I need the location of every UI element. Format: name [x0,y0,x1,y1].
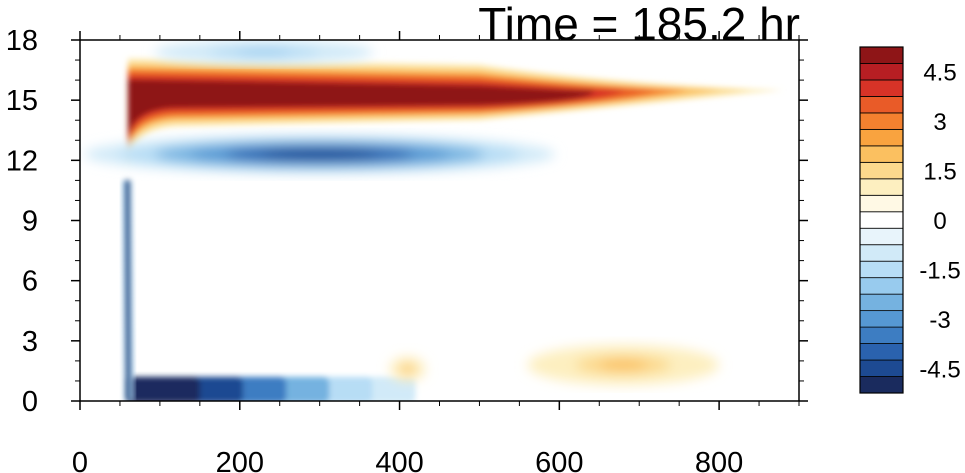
colorbar-frame [859,46,904,394]
colorbar-label: 3 [933,109,946,136]
colorbar-box [859,260,904,279]
y-axis: 0 3 6 9 12 15 18 [6,25,808,418]
colorbar-box [859,310,904,328]
colorbar-box [859,359,904,377]
y-tick-label: 0 [22,386,38,418]
colorbar-box [859,343,904,361]
colorbar-box [859,128,904,147]
colorbar-label: 1.5 [923,159,956,186]
colorbar-box [859,277,904,295]
y-tick-label: 3 [22,326,38,358]
colorbar-box [859,145,904,163]
colorbar-box [859,293,904,312]
negative-band-below-upper [83,135,556,174]
colorbar-box [859,112,904,130]
colorbar-box [859,79,904,97]
negative-patch-top [153,40,374,65]
colorbar-box [859,376,904,394]
negative-band-surface [127,376,416,401]
x-tick-label: 400 [375,447,423,473]
colorbar-box [859,63,904,81]
front-line-vertical [121,180,134,401]
y-tick-label: 6 [22,266,38,298]
colorbar-box [859,244,904,262]
colorbar-label: 4.5 [923,60,956,87]
colorbar-box [859,96,904,114]
y-tick-label: 12 [6,145,38,177]
colorbar-box [859,161,904,180]
colorbar-label: -1.5 [919,257,960,284]
positive-patch-low [389,344,720,385]
colorbar-box [859,211,904,229]
colorbar-label: -4.5 [919,356,960,383]
y-tick-label: 15 [6,85,38,117]
colorbar-box [859,227,904,246]
colorbar-box [859,46,904,64]
x-tick-label: 200 [216,447,264,473]
colorbar-box [859,178,904,196]
x-tick-label: 0 [72,447,88,473]
colorbar-label: -3 [929,307,950,334]
colorbar: 4.5 3 1.5 0 -1.5 -3 -4.5 [859,46,961,394]
x-tick-label: 800 [695,447,743,473]
colorbar-label: 0 [933,208,946,235]
x-axis: 0 200 400 600 800 [72,31,800,473]
colorbar-box [859,194,904,213]
colorbar-box [859,326,904,344]
y-tick-label: 18 [6,25,38,57]
y-tick-label: 9 [22,206,38,238]
contour-field [83,40,784,401]
chart-title: Time = 185.2 hr [478,0,800,50]
positive-band-upper [127,58,784,171]
x-tick-label: 600 [535,447,583,473]
